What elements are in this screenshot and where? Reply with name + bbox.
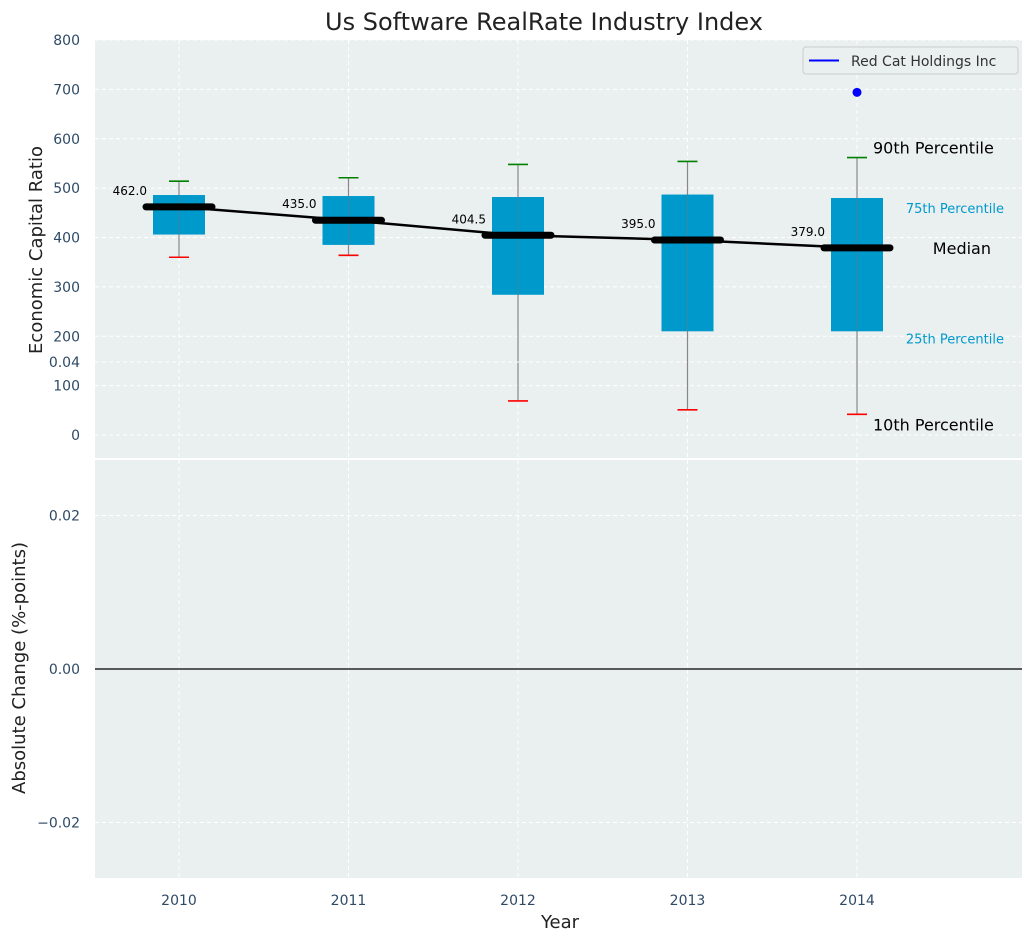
top-y-tick-label: 300	[53, 280, 80, 296]
bottom-panel: −0.04−0.020.000.020.04201020112012201320…	[37, 355, 1022, 909]
median-value-label: 435.0	[282, 197, 316, 211]
top-y-tick-label: 0	[71, 428, 80, 444]
top-y-axis-label: Economic Capital Ratio	[26, 146, 47, 354]
legend-company-label: Red Cat Holdings Inc	[851, 54, 996, 70]
company-point-2014	[852, 87, 862, 97]
bottom-y-axis-label: Absolute Change (%-points)	[9, 542, 30, 794]
x-tick-label: 2013	[670, 893, 706, 909]
annotation-median: Median	[933, 239, 991, 258]
annotation-75th: 75th Percentile	[906, 202, 1004, 217]
x-tick-label: 2010	[161, 893, 197, 909]
legend-box	[802, 46, 1019, 75]
bottom-y-tick-label: 0.02	[49, 509, 80, 525]
median-value-label: 395.0	[621, 217, 655, 231]
annotation-10th: 10th Percentile	[873, 415, 994, 434]
annotation-90th: 90th Percentile	[873, 139, 994, 158]
annotation-25th: 25th Percentile	[906, 332, 1004, 347]
top-y-tick-label: 500	[53, 181, 80, 197]
chart-title: Us Software RealRate Industry Index	[325, 8, 763, 36]
top-panel: 0 100 200 300 400 500 600 700 800 462.0 435.0 404.5…	[53, 33, 1022, 458]
top-y-tick-label: 100	[53, 379, 80, 395]
x-tick-label: 2011	[331, 893, 367, 909]
top-y-tick-label: 400	[53, 231, 80, 247]
bottom-y-tick-label: 0.00	[49, 662, 80, 678]
x-tick-label: 2012	[500, 893, 536, 909]
median-value-label: 379.0	[791, 225, 825, 239]
median-value-label: 462.0	[113, 184, 147, 198]
bottom-y-tick-label: −0.02	[37, 816, 80, 832]
top-y-tick-label: 800	[53, 33, 80, 49]
x-tick-label: 2014	[839, 893, 875, 909]
top-y-tick-label: 700	[53, 82, 80, 98]
top-y-tick-label: 600	[53, 132, 80, 148]
top-y-tick-label: 200	[53, 329, 80, 345]
bottom-y-tick-label: 0.04	[49, 355, 80, 371]
median-value-label: 404.5	[452, 212, 486, 226]
x-axis-label: Year	[540, 912, 580, 933]
